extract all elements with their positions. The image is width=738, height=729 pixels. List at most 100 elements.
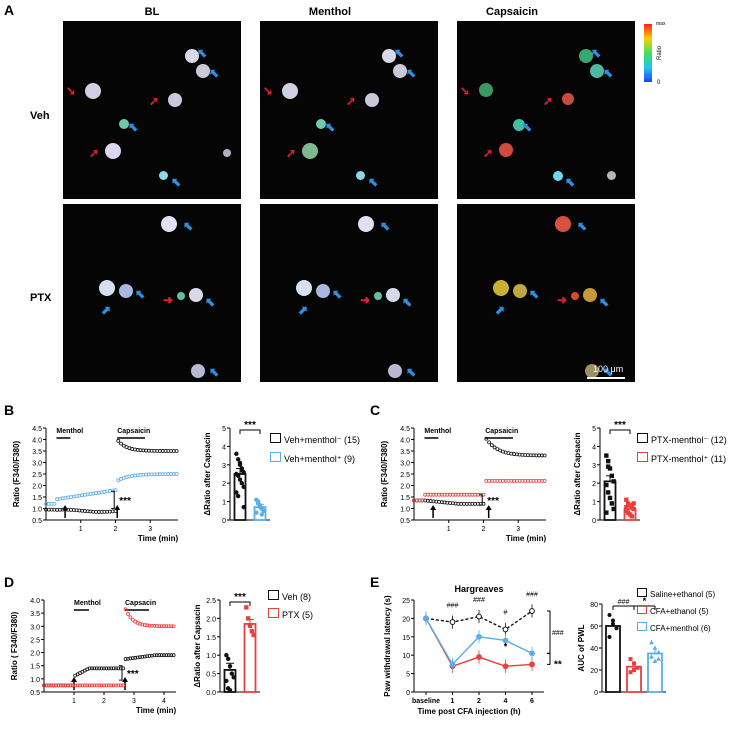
y-tick-label: 3.5 [32,449,42,456]
column-title-capsaicin: Capsaicin [486,6,538,18]
trace-point [102,666,106,671]
significance-label: *** [614,420,626,431]
trace-point [150,623,154,628]
data-point [224,653,229,658]
y-tick-label: 1.0 [30,677,40,684]
y-tick-label: 1.5 [206,635,216,642]
blue-arrow-icon: ⬉ [406,66,417,80]
data-point [607,613,612,617]
x-tick-label: 2 [102,698,106,705]
trace-point [63,683,68,688]
trace-point [106,683,111,688]
y-tick-label: 4.5 [32,426,42,433]
significance-label: *** [487,496,499,507]
data-point [235,473,241,479]
trace-point [171,624,176,629]
data-point [611,506,616,512]
data-point [607,635,612,639]
trace-point [109,683,114,688]
trace-point [66,683,70,688]
menthol-label: Menthol [74,600,101,607]
data-point [225,656,231,662]
trace-point [138,621,142,626]
trace-point [420,498,425,503]
trace-point [140,622,145,627]
data-point [229,671,235,676]
trace-point [73,683,78,688]
x-axis-label: Time (min) [138,534,179,543]
blue-arrow-icon: ⬉ [522,120,533,134]
trace-point [147,623,152,628]
colorbar-max: max [656,21,666,27]
panel-label-d: D [4,574,15,590]
y-tick-label: 1.0 [32,507,42,514]
y-tick-label: 4 [592,444,596,451]
y-tick-label: 0 [592,518,596,525]
y-tick-label: 25 [402,598,410,605]
blue-arrow-icon: ⬉ [325,120,336,134]
trace-point [80,683,85,688]
data-point [247,623,253,628]
data-point [241,484,246,490]
significance-label: # [504,610,508,617]
data-point [604,482,609,488]
red-arrow-icon: ➘ [263,84,274,98]
y-tick-label: 2.5 [206,598,216,605]
y-tick-label: 2.0 [30,651,40,658]
blue-arrow-icon: ⬉ [380,219,391,233]
trace-point [70,683,75,688]
data-point [624,504,629,510]
blue-arrow-icon: ⬉ [603,66,614,80]
data-point [631,506,636,512]
trace-point [114,666,118,671]
x-tick-label: 3 [516,526,520,533]
x-tick-label: 3 [132,698,136,705]
legend-e: Saline+ethanol (5) CFA+ethanol (5) CFA+m… [637,588,715,633]
trace-point [99,666,104,671]
panel-c-bar-chart: 0 1 2 3 4 5 ΔRatio after Capsacin *** [573,420,640,525]
trace-point [113,488,118,492]
data-point [449,619,456,625]
blue-arrow-icon: ⬉ [529,287,540,301]
trace-point [78,683,82,688]
y-tick-label: 2.0 [400,484,410,491]
trace-point [56,683,61,688]
trace-point [166,653,171,658]
trace-point [166,624,171,629]
blue-arrow-icon: ⬉ [565,175,576,189]
y-tick-label: 0 [594,690,598,697]
data-point [449,661,456,668]
trace-point [116,666,121,671]
trace-point [82,683,87,688]
data-point [604,453,609,458]
y-tick-label: 5 [222,426,226,433]
y-tick-label: 0.5 [206,672,216,679]
x-tick-label: 1 [451,698,455,705]
data-point [611,618,615,623]
legend-b-1: Veh+menthol⁻ (15) [284,435,361,445]
y-tick-label: 2 [222,481,226,488]
scalebar-label: 100 μm [593,364,624,374]
micrograph-ptx-bl: ➜ ⬉ ⬉ ⬈ ⬉ ⬉ [63,204,241,382]
data-point [605,490,611,495]
data-point [241,504,246,510]
data-point [235,493,241,499]
trace-point [90,666,94,671]
trace-point [46,683,51,688]
trace-point [142,623,147,627]
column-title-menthol: Menthol [308,6,352,18]
red-arrow-icon: ➚ [346,94,357,108]
trace-point [147,654,152,658]
x-tick-label: 4 [162,698,166,705]
blue-arrow-icon: ⬉ [209,365,220,379]
y-tick-label: 0.0 [206,690,216,697]
panel-label-c: C [370,402,381,418]
significance-label: *** [234,592,246,603]
y-tick-label: 2 [592,481,596,488]
trace-point [126,612,130,616]
micrograph-ptx-menthol: ➜ ⬉ ⬉ ⬈ ⬉ ⬉ [260,204,438,382]
y-tick-label: 3 [592,463,596,470]
trace-point [138,655,142,660]
data-point [611,621,615,626]
stimulus-arrow-icon [71,677,77,682]
